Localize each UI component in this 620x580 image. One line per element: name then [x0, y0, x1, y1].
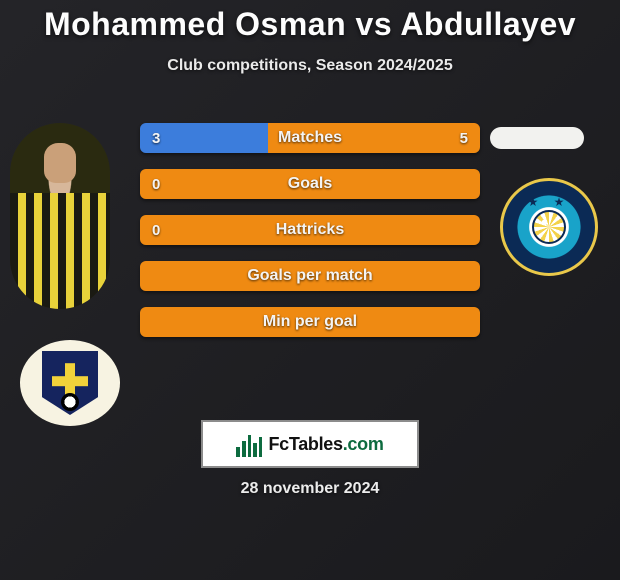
- stat-left-value: 0: [152, 176, 160, 193]
- player-left-photo: [10, 123, 110, 309]
- stat-bar-goals-per-match: Goals per match: [140, 261, 480, 291]
- brand-badge: FcTables.com: [201, 420, 419, 468]
- brand-name: FcTables: [268, 434, 342, 454]
- brand-bars-icon: [236, 431, 262, 457]
- brand-tld: .com: [343, 434, 384, 454]
- footer-date: 28 november 2024: [0, 480, 620, 498]
- stat-bar-min-per-goal: Min per goal: [140, 307, 480, 337]
- stat-bar-fill-right: [140, 261, 480, 291]
- stat-bar-fill-right: [140, 215, 480, 245]
- brand-text: FcTables.com: [268, 434, 383, 455]
- club-right-badge-icon: [500, 178, 598, 276]
- stat-bars: 3 Matches 5 0 Goals 0 Hattricks Goals pe…: [140, 123, 480, 353]
- stat-left-value: 0: [152, 222, 160, 239]
- page-title: Mohammed Osman vs Abdullayev: [0, 0, 620, 43]
- stat-right-value: 5: [460, 130, 468, 147]
- player-right-placeholder: [490, 127, 584, 149]
- stat-bar-fill-right: [268, 123, 481, 153]
- stat-bar-goals: 0 Goals: [140, 169, 480, 199]
- stat-left-value: 3: [152, 130, 160, 147]
- stat-bar-hattricks: 0 Hattricks: [140, 215, 480, 245]
- stat-bar-fill-right: [140, 169, 480, 199]
- club-left-badge-icon: [20, 340, 120, 426]
- stat-bar-matches: 3 Matches 5: [140, 123, 480, 153]
- stat-bar-fill-right: [140, 307, 480, 337]
- page-subtitle: Club competitions, Season 2024/2025: [0, 57, 620, 75]
